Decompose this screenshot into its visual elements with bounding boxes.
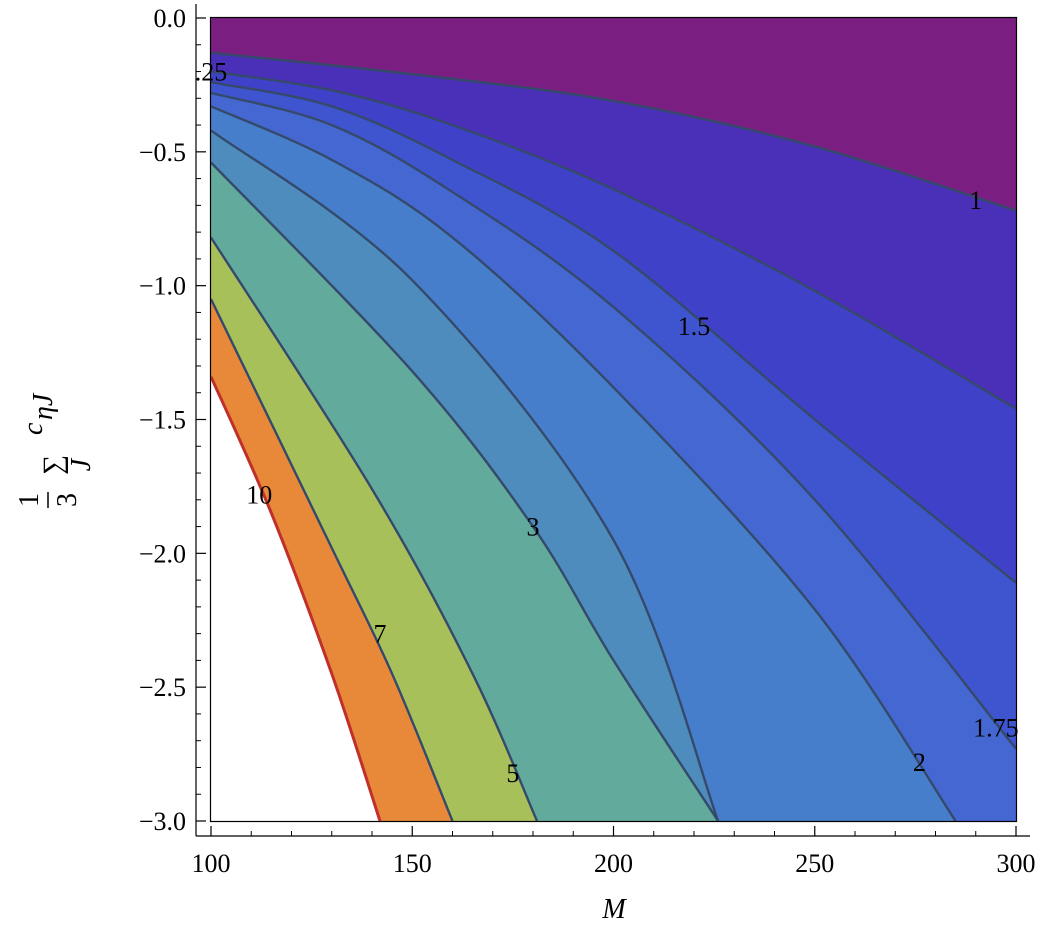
contour-line-2.5 bbox=[211, 129, 720, 821]
contour-label: 1.5 bbox=[678, 312, 711, 341]
contour-label: 3 bbox=[527, 513, 540, 542]
contour-line-1.5 bbox=[211, 81, 1016, 584]
y-axis-title-sum-index: J bbox=[66, 457, 97, 471]
contour-line-10 bbox=[211, 376, 382, 821]
band-undefined bbox=[211, 376, 380, 821]
y-axis-title-denominator: 3 bbox=[52, 493, 83, 507]
contour-label: 5 bbox=[506, 759, 519, 788]
contour-line-1 bbox=[211, 51, 1016, 212]
y-tick-label: −1.0 bbox=[139, 272, 186, 301]
x-tick-label: 150 bbox=[393, 849, 432, 878]
y-axis-title-sum-symbol: ∑ bbox=[38, 455, 69, 475]
y-tick-label: −3.0 bbox=[139, 807, 186, 836]
contour-labels: 1 .25 1.5 1.75 2 3 5 7 10 bbox=[195, 58, 1019, 788]
plot-border bbox=[209, 16, 1018, 823]
y-tick-label: −2.5 bbox=[139, 673, 186, 702]
y-axis-title-summand-subscript: ηJ bbox=[28, 392, 59, 420]
y-axis-title: 1 3 ∑ J c ηJ bbox=[14, 392, 97, 508]
contour-label: 1.75 bbox=[973, 713, 1019, 742]
y-tick-label: −1.5 bbox=[139, 406, 186, 435]
y-axis-title-numerator: 1 bbox=[14, 493, 45, 507]
contour-line-7 bbox=[211, 298, 454, 821]
y-axis-title-summand: c bbox=[18, 422, 49, 435]
contour-label: .25 bbox=[195, 58, 228, 87]
contour-label: 2 bbox=[913, 748, 926, 777]
x-tick-label: 300 bbox=[997, 849, 1036, 878]
contour-line-5 bbox=[211, 236, 539, 821]
y-tick-label: −2.0 bbox=[139, 539, 186, 568]
contour-label: 1 bbox=[969, 186, 982, 215]
contour-lines bbox=[211, 51, 1016, 821]
contour-line-1.25 bbox=[211, 70, 1016, 410]
x-tick-label: 100 bbox=[192, 849, 231, 878]
axis-ticks: 100 150 200 250 300 0.0 −0.5 −1.0 −1.5 −2.0 −2.5 −3… bbox=[139, 4, 1036, 878]
contour-label: 7 bbox=[374, 620, 387, 649]
contour-bands bbox=[211, 18, 1016, 821]
y-tick-label: 0.0 bbox=[154, 4, 187, 33]
x-tick-label: 200 bbox=[594, 849, 633, 878]
x-tick-label: 250 bbox=[795, 849, 834, 878]
contour-line-2 bbox=[211, 105, 957, 821]
contour-line-1.75 bbox=[211, 91, 1016, 750]
y-tick-label: −0.5 bbox=[139, 138, 186, 167]
x-axis-title: M bbox=[601, 894, 627, 925]
contour-line-3 bbox=[211, 161, 720, 821]
contour-label: 10 bbox=[246, 480, 272, 509]
